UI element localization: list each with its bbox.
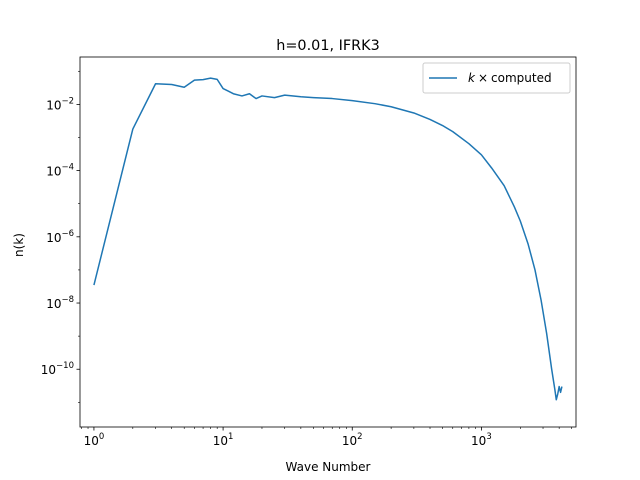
x-tick-label-base: 10 — [471, 434, 486, 448]
y-tick-label: 10−4 — [46, 163, 74, 179]
series-line-0 — [93, 77, 563, 401]
y-tick-label-exponent: −4 — [61, 163, 74, 173]
y-tick-label: 10−2 — [46, 96, 74, 112]
y-tick-label: 10−6 — [46, 229, 74, 245]
x-tick-label-base: 10 — [342, 434, 357, 448]
legend-label-var: k — [468, 71, 476, 85]
legend-box — [422, 62, 571, 94]
legend-label-text: computed — [491, 71, 552, 85]
x-tick-label: 103 — [471, 432, 492, 448]
x-tick-label: 102 — [342, 432, 363, 448]
y-tick-label-exponent: −8 — [61, 295, 74, 305]
legend-label-times: × — [478, 71, 488, 85]
x-tick-label-exponent: 3 — [486, 432, 491, 442]
x-tick-label: 101 — [213, 432, 234, 448]
x-tick-label-exponent: 0 — [99, 432, 104, 442]
x-tick-label-base: 10 — [213, 434, 228, 448]
y-tick-label-base: 10 — [46, 165, 61, 179]
x-axis-label: Wave Number — [286, 460, 371, 474]
y-tick-label: 10−10 — [41, 361, 74, 377]
x-tick-label-exponent: 1 — [228, 432, 233, 442]
y-axis-label: n(k) — [12, 233, 26, 257]
series-layer — [93, 77, 563, 401]
y-tick-label: 10−8 — [46, 295, 74, 311]
y-tick-label-exponent: −10 — [56, 361, 74, 371]
y-tick-label-base: 10 — [46, 297, 61, 311]
x-tick-label: 100 — [84, 432, 105, 448]
y-tick-label-base: 10 — [46, 98, 61, 112]
y-tick-label-base: 10 — [46, 231, 61, 245]
axes-frame — [79, 56, 577, 428]
x-tick-label-exponent: 2 — [357, 432, 362, 442]
y-tick-label-exponent: −6 — [61, 229, 74, 239]
y-tick-label-exponent: −2 — [61, 96, 74, 106]
x-tick-label-base: 10 — [84, 434, 99, 448]
legend: k × computed — [422, 62, 571, 94]
y-tick-label-base: 10 — [41, 363, 56, 377]
chart-title: h=0.01, IFRK3 — [276, 38, 379, 54]
legend-label: k × computed — [468, 71, 552, 85]
